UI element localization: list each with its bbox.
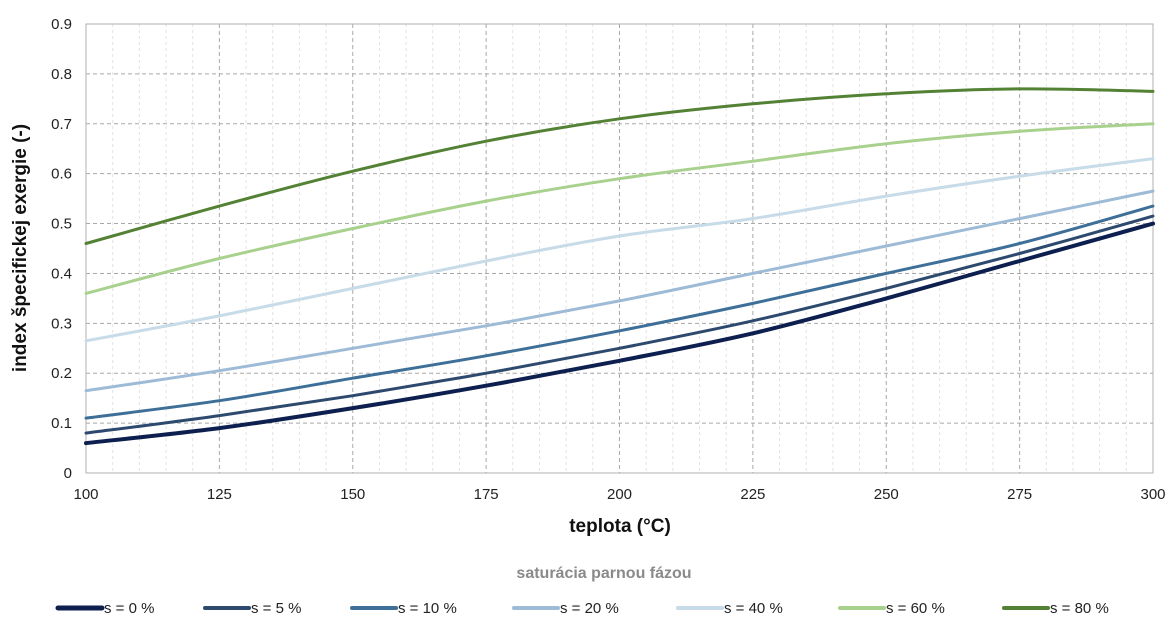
plot-frame [85,23,1154,474]
legend-label: s = 80 % [1050,600,1109,617]
x-tick-label: 300 [1140,486,1165,503]
legend-label: s = 40 % [724,600,783,617]
legend-label: s = 60 % [886,600,945,617]
x-tick-label: 200 [607,486,632,503]
y-tick-label: 0.1 [51,415,72,432]
y-tick-label: 0.6 [51,166,72,183]
series-line-2 [84,204,1155,420]
y-tick-label: 0.2 [51,365,72,382]
y-axis-title: index špecifickej exergie (-) [10,124,31,372]
x-tick-label: 125 [207,486,232,503]
legend-label: s = 5 % [251,600,301,617]
y-tick-label: 0.8 [51,66,72,83]
x-tick-label: 250 [874,486,899,503]
y-tick-label: 0.9 [51,16,72,33]
series-lines [84,87,1155,446]
series-line-5 [84,122,1155,295]
y-tick-label: 0.4 [51,265,72,282]
y-tick-label: 0.5 [51,216,72,233]
legend-label: s = 0 % [104,600,154,617]
legend-label: s = 10 % [398,600,457,617]
series-line-3 [84,189,1155,393]
y-tick-label: 0.7 [51,116,72,133]
legend-label: s = 20 % [560,600,619,617]
x-tick-label: 150 [340,486,365,503]
series-line-6 [84,87,1155,245]
series-line-4 [84,157,1155,343]
x-tick-label: 225 [740,486,765,503]
y-tick-label: 0 [64,465,72,482]
x-tick-label: 275 [1007,486,1032,503]
x-axis-title: teplota (°C) [569,516,671,537]
tick-labels: 0 0.1 0.2 0.3 0.4 0.5 0.6 0.7 0.8 0.9 100 125 150 175… [51,16,1165,503]
legend-title: saturácia parnou fázou [516,565,691,582]
legend: s = 0 % s = 5 % s = 10 % s = 20 % s = 40 % s … [55,600,1109,617]
y-tick-label: 0.3 [51,315,72,332]
grid [85,23,1154,474]
series-line-1 [84,214,1155,435]
x-tick-label: 175 [474,486,499,503]
x-tick-label: 100 [73,486,98,503]
series-line-0 [84,221,1155,446]
